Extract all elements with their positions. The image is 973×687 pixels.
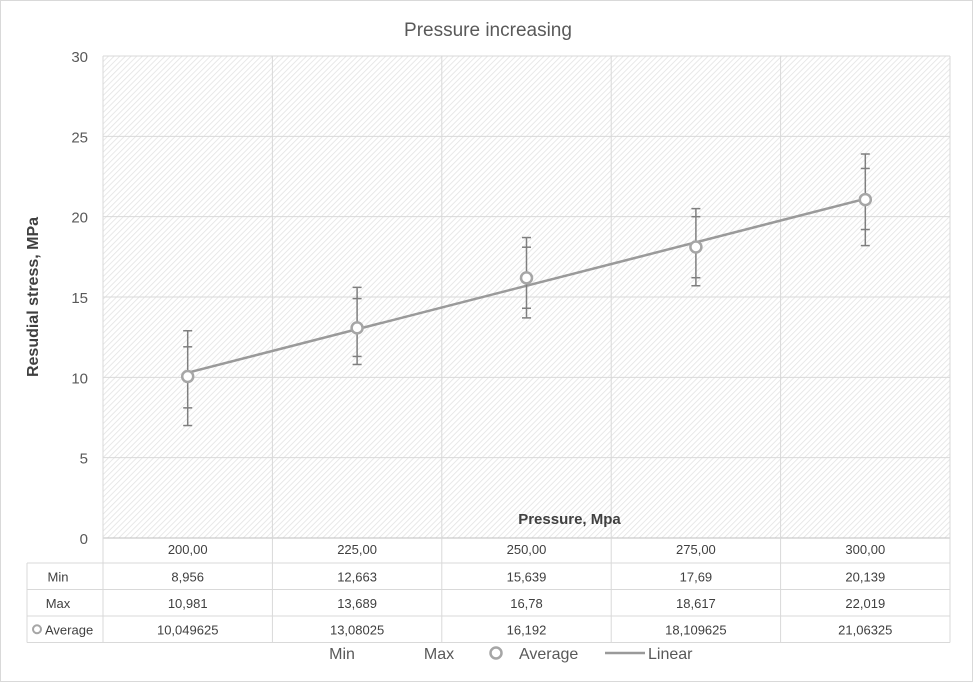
- table-cell-value: 16,192: [507, 622, 547, 637]
- average-marker: [689, 240, 703, 254]
- y-axis-title: Resudial stress, MPa: [25, 217, 42, 377]
- x-tick-label: 275,00: [676, 542, 716, 557]
- legend-label-linear: Linear: [648, 646, 693, 663]
- table-cell-value: 12,663: [337, 569, 377, 584]
- table-cell-value: 18,109625: [665, 622, 726, 637]
- legend-label-min: Min: [329, 646, 355, 663]
- average-marker: [858, 192, 873, 207]
- table-average-key-icon: [32, 624, 42, 635]
- y-tick-label: 20: [71, 210, 88, 227]
- x-tick-label: 300,00: [845, 542, 885, 557]
- table-cell-value: 8,956: [171, 569, 204, 584]
- table-row-label: Average: [45, 622, 93, 637]
- table-cell-value: 20,139: [845, 569, 885, 584]
- table-cell-value: 13,689: [337, 596, 377, 611]
- table-cell-value: 13,08025: [330, 622, 384, 637]
- y-tick-label: 5: [80, 451, 88, 468]
- legend-label-max: Max: [424, 646, 454, 663]
- y-tick-label: 30: [71, 49, 88, 66]
- table-cell-value: 15,639: [507, 569, 547, 584]
- x-tick-label: 200,00: [168, 542, 208, 557]
- table-row-label: Max: [46, 596, 71, 611]
- legend-average-icon: [489, 646, 503, 660]
- x-axis-title: Pressure, Mpa: [518, 511, 621, 528]
- table-cell-value: 10,981: [168, 596, 208, 611]
- table-cell-value: 16,78: [510, 596, 543, 611]
- average-marker: [350, 321, 364, 335]
- x-tick-label: 225,00: [337, 542, 377, 557]
- average-marker: [519, 271, 534, 285]
- x-tick-label: 250,00: [507, 542, 547, 557]
- y-tick-label: 10: [71, 370, 88, 387]
- table-row-label: Min: [48, 569, 69, 584]
- table-cell-value: 18,617: [676, 596, 716, 611]
- chart-title: Pressure increasing: [404, 20, 572, 41]
- legend-label-average: Average: [519, 646, 578, 663]
- average-marker: [180, 369, 195, 384]
- y-tick-label: 25: [71, 129, 88, 146]
- y-tick-label: 0: [80, 531, 88, 548]
- table-cell-value: 22,019: [845, 596, 885, 611]
- table-cell-value: 21,06325: [838, 622, 892, 637]
- table-cell-value: 10,049625: [157, 622, 218, 637]
- y-tick-label: 15: [71, 290, 88, 307]
- table-cell-value: 17,69: [680, 569, 713, 584]
